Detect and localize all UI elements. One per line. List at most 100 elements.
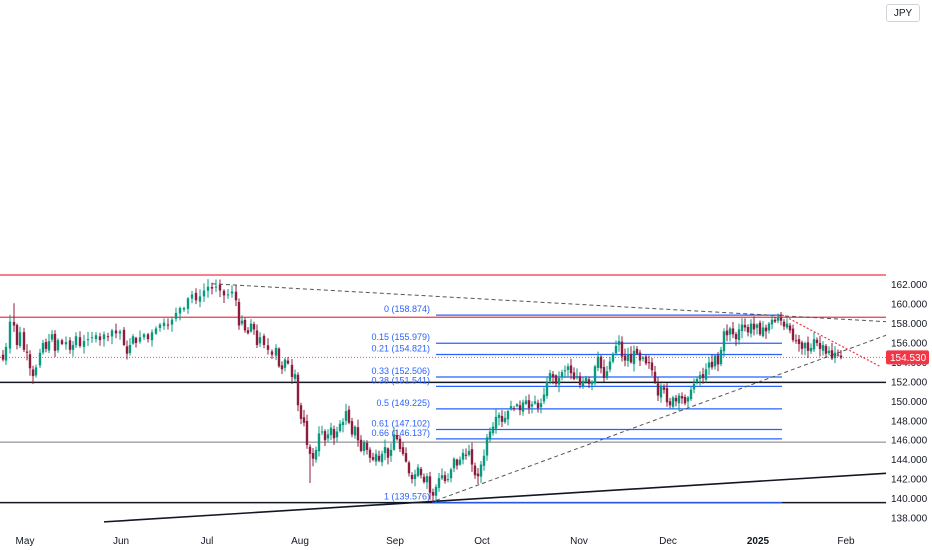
candle — [596, 351, 600, 372]
candle — [797, 334, 801, 352]
candle-body — [497, 414, 501, 418]
candle-body — [506, 411, 510, 420]
candle — [290, 358, 294, 384]
candle-body — [422, 476, 426, 483]
candle-body — [557, 378, 561, 385]
candle-body — [722, 331, 726, 352]
candle — [749, 319, 753, 338]
candle-body — [692, 383, 696, 390]
candle — [533, 395, 537, 405]
candle-body — [662, 387, 666, 390]
candle — [779, 312, 783, 326]
fibonacci-retracement[interactable]: 0 (158.874) 0.15 (155.979)0.21 (154.821) 0… — [371, 304, 782, 504]
candle-body — [500, 415, 504, 422]
candle-body — [240, 320, 244, 324]
candle-body — [434, 486, 438, 496]
candle — [296, 372, 300, 412]
candle — [128, 338, 132, 356]
trendlines[interactable] — [103, 283, 887, 523]
candle-body — [833, 352, 837, 359]
candle-body — [518, 405, 522, 411]
candle — [407, 460, 411, 477]
candle — [641, 355, 645, 362]
candle-body — [425, 476, 429, 483]
candle — [240, 315, 244, 326]
candle-body — [210, 286, 214, 289]
candle-body — [551, 374, 555, 378]
candle — [146, 332, 150, 343]
candle — [380, 450, 384, 467]
candle-body — [593, 366, 597, 384]
candle-body — [365, 442, 369, 450]
time-axis[interactable]: May Jun Jul Aug Sep Oct Nov Dec 2025 Feb — [16, 536, 856, 547]
candle-body — [335, 431, 339, 438]
candle-body — [794, 340, 798, 342]
candle-body — [752, 323, 756, 330]
candle — [110, 328, 114, 345]
candle-body — [566, 366, 570, 371]
candle — [311, 448, 315, 467]
candle-body — [134, 337, 138, 344]
red-dotted-trendline — [781, 314, 881, 367]
candle-body — [262, 335, 266, 345]
candle-body — [677, 395, 681, 404]
candle — [662, 384, 666, 394]
candle — [821, 341, 825, 356]
candle — [623, 348, 627, 367]
candle-body — [587, 379, 591, 384]
candle-body — [237, 302, 241, 326]
candle — [452, 457, 456, 473]
candle-body — [701, 374, 705, 379]
candle-body — [554, 375, 558, 384]
candle-body — [74, 336, 78, 346]
candle — [698, 371, 702, 386]
candle — [214, 279, 218, 293]
candle — [755, 323, 759, 335]
candle-body — [270, 351, 274, 355]
candle-body — [707, 362, 711, 368]
candle — [350, 417, 354, 438]
candle-body — [581, 380, 585, 387]
candle-body — [698, 375, 702, 379]
price-tick-5: 148.000 — [891, 416, 928, 427]
candle — [50, 330, 54, 343]
candle-body — [470, 449, 474, 465]
candle — [374, 449, 378, 466]
candle — [488, 427, 492, 443]
candle — [728, 326, 732, 342]
candle — [422, 473, 426, 484]
candle — [206, 279, 210, 298]
candle — [530, 401, 534, 414]
candle-body — [47, 341, 51, 351]
candle — [262, 333, 266, 349]
candle-body — [716, 355, 720, 365]
time-tick-oct: Oct — [474, 536, 490, 547]
price-tick-0: 138.000 — [891, 514, 928, 525]
last-price-value: 154.530 — [890, 353, 927, 364]
candle — [293, 369, 297, 382]
price-axis[interactable]: 138.000 140.000 142.000 144.000 146.000 148.0… — [886, 0, 932, 550]
candle-body — [60, 340, 64, 345]
currency-label[interactable]: JPY — [886, 4, 920, 22]
candle — [665, 383, 669, 407]
candle — [437, 472, 441, 492]
candle-body — [440, 475, 444, 479]
candle-body — [704, 369, 708, 380]
candle — [527, 394, 531, 414]
candle — [326, 429, 330, 442]
candle-body — [632, 350, 636, 365]
candle-body — [683, 396, 687, 404]
candle — [578, 372, 582, 389]
candle — [554, 374, 558, 387]
candle — [689, 385, 693, 401]
fib-level-label-5: 0.5 (149.225) — [376, 398, 430, 408]
candle-body — [174, 312, 178, 319]
candle-body — [545, 381, 549, 396]
candle-body — [234, 291, 238, 301]
candle-body — [665, 388, 669, 403]
candle — [752, 316, 756, 336]
candle — [446, 473, 450, 483]
candle-body — [485, 437, 489, 456]
candle-body — [299, 405, 303, 419]
